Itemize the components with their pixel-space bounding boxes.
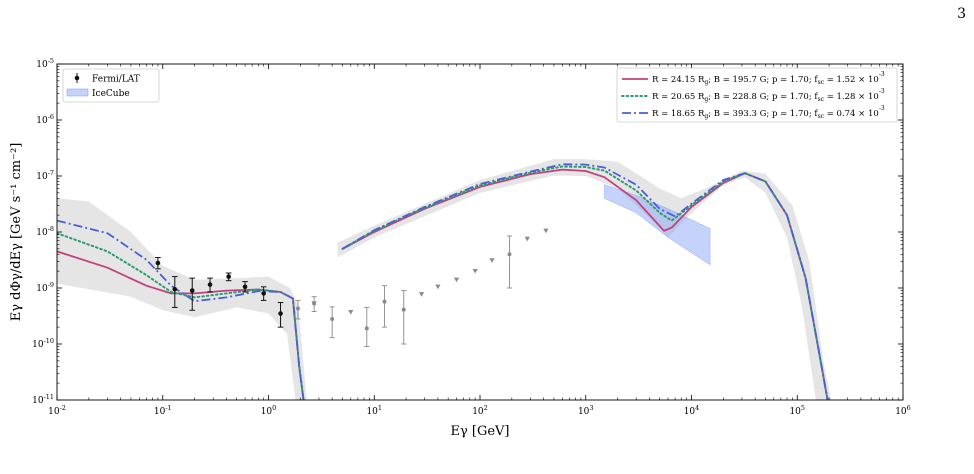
fermi-lat-point-6 — [242, 281, 248, 293]
grey-data-point-5 — [381, 285, 387, 328]
grey-upper-limit-5 — [453, 277, 460, 283]
icecube-band — [604, 184, 711, 266]
fermi-marker — [242, 284, 248, 290]
grey-upper-limit-8 — [524, 236, 530, 242]
legend-model-label-3: R = 18.65 Rg; B = 393.3 G; p = 1.70; fsc… — [652, 105, 885, 120]
bands-layer — [57, 159, 832, 400]
model-lines-layer — [57, 163, 829, 400]
x-tick-label: 106 — [895, 404, 911, 417]
y-tick-label: 10-6 — [36, 113, 54, 126]
fermi-marker — [172, 286, 178, 292]
legend-models: R = 24.15 Rg; B = 195.7 G; p = 1.70; fsc… — [616, 67, 898, 123]
fermi-lat-point-4 — [207, 277, 213, 293]
fermi-marker — [226, 274, 231, 279]
fermi-marker — [155, 260, 161, 266]
y-tick-label: 10-11 — [32, 393, 54, 406]
grey-marker — [401, 307, 406, 312]
model-line-2-segment-1 — [57, 232, 305, 400]
grey-data-point-4 — [364, 306, 370, 348]
grey-marker — [295, 306, 300, 311]
y-tick-label: 10-5 — [36, 57, 54, 70]
fermi-marker — [278, 311, 283, 316]
grey-data-point-3 — [329, 306, 335, 339]
uncertainty-band-2 — [337, 159, 832, 400]
legend-model-label-2: R = 20.65 Rg; B = 228.8 G; p = 1.70; fsc… — [652, 88, 885, 103]
fermi-marker — [261, 291, 266, 296]
grey-upper-limit-9 — [543, 228, 549, 234]
grey-marker — [364, 326, 369, 331]
x-tick-label: 105 — [789, 404, 805, 417]
page-number: 3 — [957, 6, 966, 22]
fermi-lat-point-8 — [277, 302, 284, 328]
x-tick-label: 101 — [366, 404, 382, 417]
grey-upper-limit-1 — [311, 301, 317, 306]
uncertainty-band-1 — [57, 198, 307, 400]
icecube-legend-label: IceCube — [92, 89, 130, 99]
grey-upper-limit-7 — [489, 258, 495, 263]
fermi-lat-point-2 — [171, 276, 178, 308]
legend-data-box — [62, 68, 160, 103]
icecube-legend-swatch — [66, 88, 89, 97]
legend-model-label-1: R = 24.15 Rg; B = 195.7 G; p = 1.70; fsc… — [652, 71, 885, 86]
grey-data-point-6 — [401, 290, 407, 345]
x-tick-label: 104 — [684, 404, 700, 417]
grey-data-point-1 — [295, 299, 301, 320]
model-line-2-segment-2 — [341, 165, 829, 400]
x-tick-label: 103 — [578, 404, 594, 417]
fermi-lat-point-1 — [155, 257, 161, 270]
x-tick-label: 10-1 — [154, 404, 172, 417]
fermi-marker — [189, 288, 195, 293]
model-line-1-segment-2 — [341, 168, 829, 400]
y-tick-label: 10-7 — [36, 169, 54, 182]
axes-ticks-layer: 10-2 10-1 100 101 102 103 104 105 106 10-11 10-10 1… — [32, 57, 911, 417]
fermi-lat-point-3 — [189, 277, 196, 311]
fermi-marker — [207, 282, 213, 287]
y-tick-label: 10-10 — [32, 337, 54, 350]
grey-marker — [382, 299, 387, 304]
y-tick-label: 10-8 — [36, 225, 54, 238]
y-tick-label: 10-9 — [36, 281, 54, 294]
x-axis-label: Eγ [GeV] — [450, 424, 509, 439]
grey-data-point-7 — [506, 235, 512, 289]
y-axis-label-text: Eγ dΦγ/dEγ [GeV s⁻¹ cm⁻²] — [9, 143, 24, 322]
grey-marker — [330, 316, 335, 321]
x-tick-label: 10-2 — [48, 404, 66, 417]
model-line-3-segment-1 — [57, 219, 305, 400]
grey-marker — [507, 252, 512, 257]
x-tick-label: 102 — [472, 404, 488, 417]
legend-data: Fermi/LAT IceCube — [62, 68, 160, 103]
x-tick-label: 100 — [261, 404, 277, 417]
grey-upper-limit-2 — [348, 309, 354, 315]
legend-models-box — [616, 67, 898, 123]
grey-upper-limit-4 — [435, 284, 441, 290]
model-line-3-segment-2 — [341, 163, 829, 400]
fermi-lat-point-5 — [225, 272, 232, 282]
fermi-legend-marker — [74, 75, 80, 81]
grey-upper-limit-3 — [418, 292, 425, 297]
x-axis-label-text: Eγ [GeV] — [450, 424, 509, 439]
fermi-legend-label: Fermi/LAT — [92, 75, 140, 85]
grey-upper-limit-6 — [472, 268, 478, 274]
data-points-layer — [155, 228, 549, 348]
fermi-lat-point-7 — [260, 286, 267, 301]
y-axis-label: Eγ dΦγ/dEγ [GeV s⁻¹ cm⁻²] — [9, 143, 24, 322]
